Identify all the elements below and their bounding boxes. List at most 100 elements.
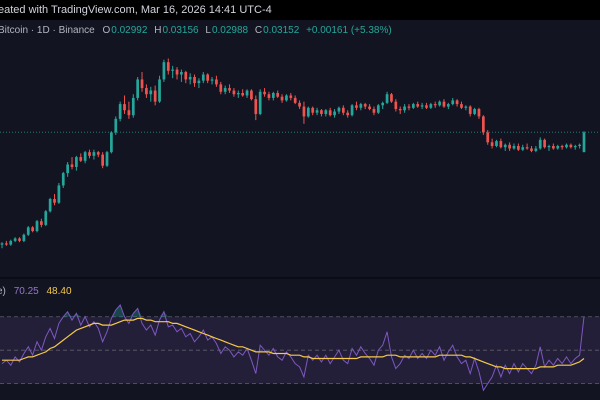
candle-body: [503, 144, 507, 148]
candle-body: [166, 62, 170, 71]
candle-body: [131, 97, 135, 116]
candle-body: [96, 152, 100, 155]
candle: [508, 142, 511, 151]
candle: [578, 143, 581, 149]
candle: [250, 89, 253, 101]
candle-body: [560, 146, 564, 148]
candle-body: [407, 106, 411, 108]
candle: [219, 81, 223, 95]
candle: [48, 197, 52, 213]
candle: [525, 143, 529, 150]
candle-body: [385, 94, 389, 103]
candle-body: [446, 104, 450, 107]
open-key: O: [102, 25, 111, 36]
candle: [521, 144, 525, 151]
candle-body: [197, 80, 201, 84]
symbol-label[interactable]: Bitcoin · 1D · Binance: [0, 25, 95, 36]
low-value: 0.02988: [211, 25, 249, 36]
candle: [101, 152, 105, 169]
candle-body: [477, 109, 481, 117]
candle-body: [101, 154, 105, 166]
pane-divider[interactable]: [0, 277, 600, 279]
candle-body: [547, 146, 551, 148]
candle: [92, 149, 96, 160]
candle-body: [468, 106, 472, 114]
candle: [271, 91, 275, 101]
price-pane[interactable]: [0, 0, 600, 278]
candle: [53, 194, 56, 206]
candle: [210, 76, 214, 85]
candle-body: [464, 106, 468, 108]
candle-body: [254, 99, 258, 114]
candle-body: [267, 94, 271, 98]
candle-body: [490, 142, 494, 146]
low-key: L: [205, 25, 211, 36]
candle: [381, 101, 385, 110]
rsi-ma-line: [2, 317, 585, 370]
candle-body: [127, 110, 131, 116]
candle: [446, 102, 450, 110]
candle: [556, 144, 560, 150]
candle-body: [451, 100, 455, 105]
candle: [315, 107, 319, 116]
rsi-label-fragment[interactable]: e): [0, 286, 6, 297]
candle: [110, 131, 113, 154]
candle: [223, 85, 227, 95]
candle: [429, 102, 433, 110]
candle: [337, 106, 341, 114]
candle: [267, 91, 271, 101]
candle: [324, 109, 328, 117]
candle-body: [381, 102, 385, 106]
high-value: 0.03156: [162, 25, 199, 36]
candle-body: [241, 93, 245, 96]
candle: [201, 72, 205, 84]
rsi-ma-value: 48.40: [46, 286, 72, 297]
candle: [495, 139, 498, 148]
candle: [569, 143, 573, 149]
candle-body: [394, 101, 398, 110]
candle: [543, 138, 546, 149]
candle: [455, 99, 459, 107]
candle: [280, 94, 284, 103]
candle: [44, 210, 48, 227]
candle-body: [5, 243, 8, 245]
candle-body: [363, 104, 367, 107]
candle: [547, 144, 551, 151]
candle: [464, 105, 468, 111]
candle: [232, 88, 236, 97]
candle: [512, 143, 516, 150]
candle: [57, 182, 61, 204]
candle-body: [302, 106, 306, 117]
candle-body: [311, 107, 315, 113]
candle-body: [289, 95, 293, 98]
candle: [123, 95, 126, 114]
candle: [70, 157, 74, 170]
candle-body: [123, 104, 126, 111]
candle: [433, 101, 437, 108]
candle: [31, 226, 34, 233]
candle: [114, 116, 118, 135]
candle: [298, 100, 301, 110]
candle-body: [481, 116, 485, 133]
candle: [311, 106, 315, 116]
candle: [88, 149, 91, 159]
candle-body: [110, 132, 113, 153]
candle: [293, 95, 297, 105]
candle: [276, 90, 280, 98]
candle: [468, 105, 472, 117]
candle: [149, 86, 153, 102]
candle-body: [92, 152, 96, 156]
candle-body: [508, 144, 511, 149]
close-value: 0.03152: [263, 25, 300, 36]
candle-body: [460, 104, 463, 108]
candle: [180, 69, 183, 82]
candle-body: [193, 76, 196, 84]
candle-body: [333, 111, 336, 116]
candle-body: [455, 100, 459, 105]
candle-body: [9, 240, 13, 245]
candle-body: [250, 90, 253, 100]
candle-body: [201, 74, 205, 81]
candle: [26, 226, 30, 236]
